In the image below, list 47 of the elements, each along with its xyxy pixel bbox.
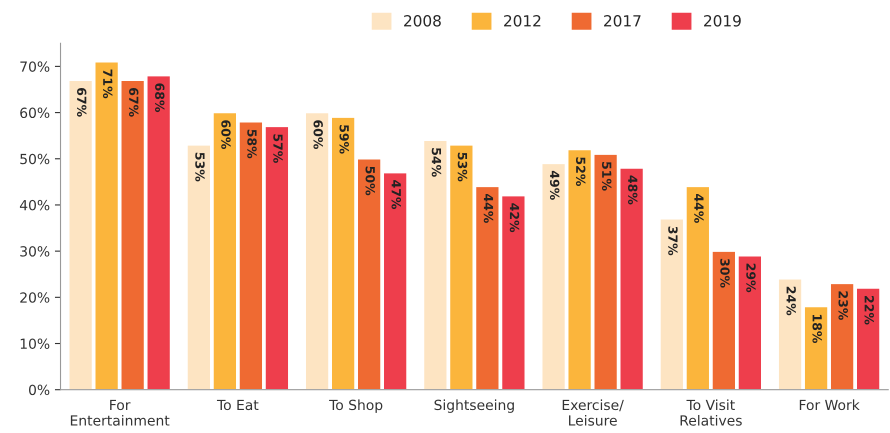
data-label: 67% xyxy=(76,88,86,117)
data-label: 29% xyxy=(746,264,756,292)
data-label: 23% xyxy=(838,291,848,320)
y-tick-label: 40% xyxy=(20,200,50,210)
x-tick-label: To Visit Relatives xyxy=(680,399,742,426)
data-label: 71% xyxy=(103,70,112,98)
y-tick-label: 20% xyxy=(20,292,50,303)
x-tick-label: Sightseeing xyxy=(434,399,514,413)
data-label: 50% xyxy=(366,166,375,196)
data-label: 37% xyxy=(668,226,678,256)
data-label: 53% xyxy=(195,152,205,182)
data-label: 67% xyxy=(129,88,138,117)
y-tick-label: 30% xyxy=(20,246,50,257)
data-label: 30% xyxy=(720,258,730,288)
data-label: 52% xyxy=(576,157,586,186)
x-tick-label: For Entertainment xyxy=(70,400,170,426)
data-label: 60% xyxy=(313,120,323,150)
x-tick-label: Exercise/ Leisure xyxy=(562,399,624,426)
data-label: 48% xyxy=(628,175,638,204)
data-label: 53% xyxy=(458,152,468,182)
data-label: 60% xyxy=(221,120,231,150)
data-label: 47% xyxy=(392,180,401,210)
legend-label: 2012 xyxy=(504,15,540,27)
x-tick-label: To Eat xyxy=(216,400,258,410)
data-label: 44% xyxy=(484,194,494,223)
data-label: 59% xyxy=(339,125,349,154)
data-label: 44% xyxy=(694,194,704,223)
data-label: 51% xyxy=(602,162,612,191)
data-label: 54% xyxy=(432,148,442,177)
x-tick-label: For Work xyxy=(800,399,860,410)
data-label: 42% xyxy=(510,203,520,232)
data-label: 22% xyxy=(864,296,874,325)
legend-label: 2019 xyxy=(704,15,741,27)
legend-label: 2008 xyxy=(404,15,441,27)
data-label: 57% xyxy=(273,134,283,163)
data-label: 18% xyxy=(812,314,822,344)
data-label: 24% xyxy=(786,286,796,316)
x-tick-label: To Shop xyxy=(329,399,382,413)
y-tick-label: 50% xyxy=(20,154,50,164)
legend-label: 2017 xyxy=(604,15,641,27)
y-tick-label: 10% xyxy=(20,338,50,349)
data-label: 68% xyxy=(155,83,164,112)
data-label: 58% xyxy=(247,130,257,158)
data-label: 49% xyxy=(550,170,560,200)
y-tick-label: 70% xyxy=(20,61,50,72)
y-tick-label: 60% xyxy=(20,108,50,118)
y-tick-label: 0% xyxy=(28,384,50,396)
